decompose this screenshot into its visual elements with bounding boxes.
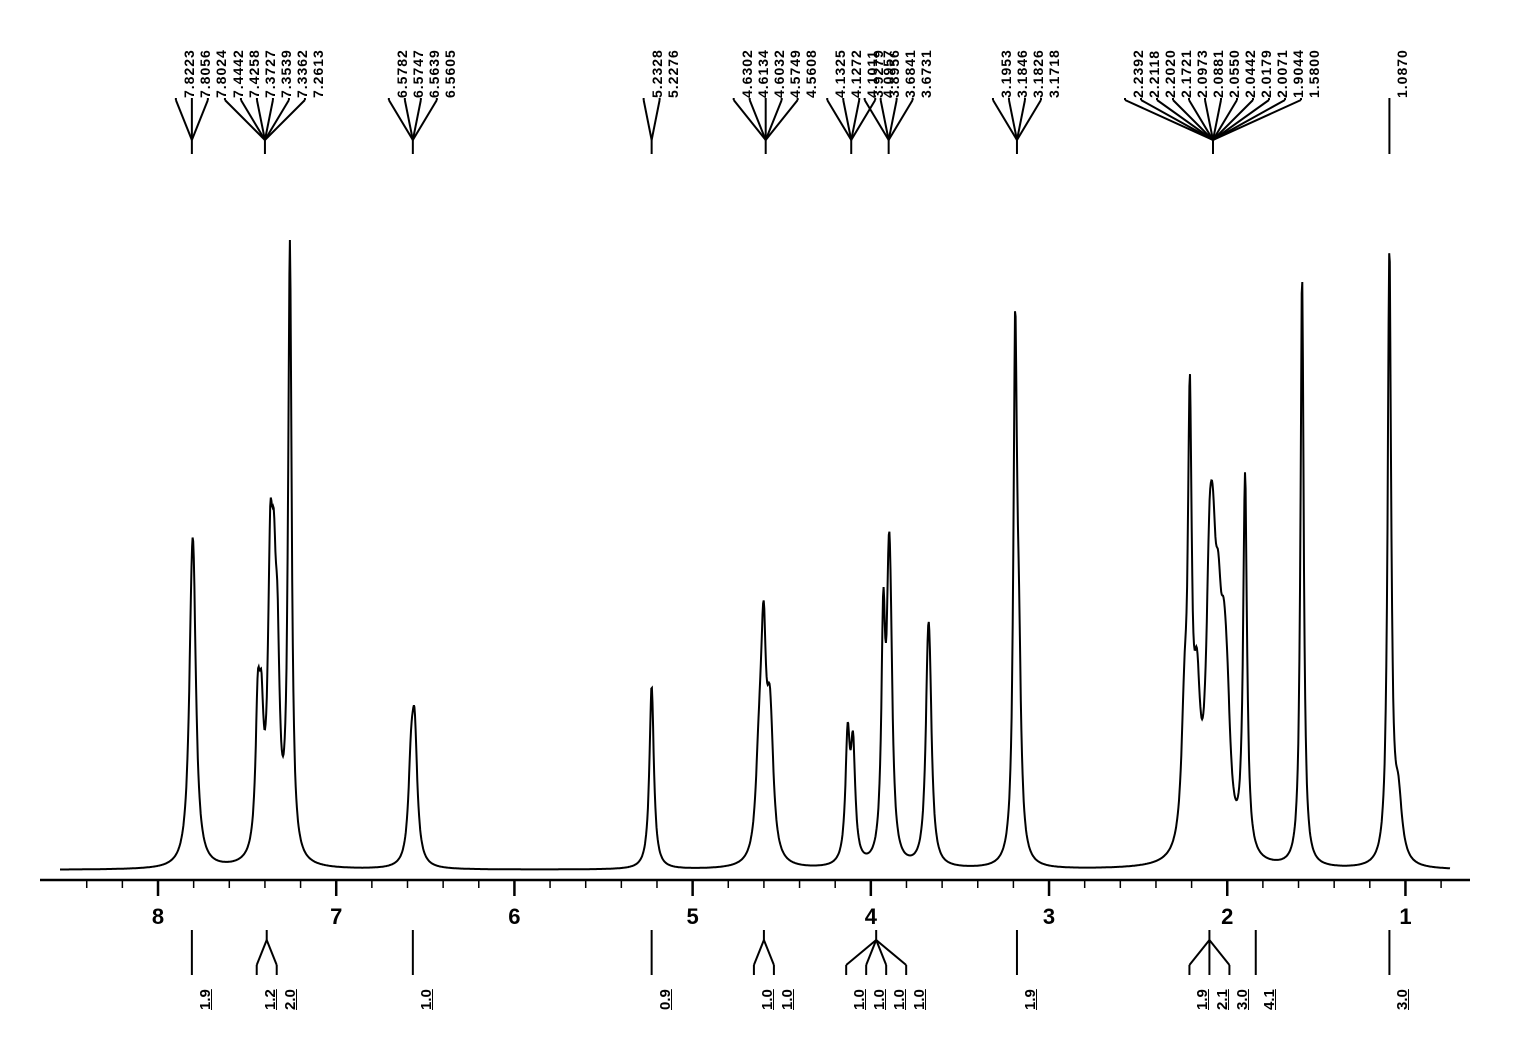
integration-value: 3.0 bbox=[1234, 989, 1251, 1010]
peak-ppm-label: 2.0550 bbox=[1226, 49, 1242, 98]
x-axis-tick-label: 7 bbox=[330, 904, 342, 930]
nmr-spectrum-figure: 7.82237.80567.80247.44427.42587.37277.35… bbox=[0, 0, 1514, 1062]
peak-ppm-label: 2.2118 bbox=[1146, 50, 1162, 98]
integration-value: 1.0 bbox=[911, 989, 928, 1010]
peak-ppm-label: 4.5749 bbox=[787, 49, 803, 98]
x-axis-tick-label: 8 bbox=[152, 904, 164, 930]
peak-ppm-label: 7.8024 bbox=[213, 49, 229, 98]
peak-ppm-label: 2.2392 bbox=[1130, 49, 1146, 98]
peak-ppm-label: 3.9279 bbox=[870, 49, 886, 98]
integration-value: 2.0 bbox=[282, 989, 299, 1010]
integration-value: 1.0 bbox=[891, 989, 908, 1010]
peak-ppm-label: 3.6731 bbox=[918, 49, 934, 98]
integration-value: 1.9 bbox=[1022, 989, 1039, 1010]
integration-value: 0.9 bbox=[657, 989, 674, 1010]
peak-ppm-label: 2.2020 bbox=[1162, 49, 1178, 98]
integration-value: 1.0 bbox=[418, 989, 435, 1010]
peak-ppm-label: 4.6134 bbox=[755, 49, 771, 98]
peak-ppm-label: 4.1272 bbox=[848, 49, 864, 98]
peak-ppm-label: 7.4258 bbox=[246, 49, 262, 98]
x-axis-tick-label: 4 bbox=[865, 904, 877, 930]
peak-ppm-label: 1.9044 bbox=[1290, 49, 1306, 98]
peak-ppm-label: 7.3362 bbox=[294, 49, 310, 98]
integration-value: 1.9 bbox=[1194, 989, 1211, 1010]
integration-value: 1.0 bbox=[871, 989, 888, 1010]
peak-ppm-label: 3.1826 bbox=[1030, 49, 1046, 98]
x-axis-tick-label: 1 bbox=[1399, 904, 1411, 930]
spectrum-svg bbox=[0, 0, 1514, 1062]
peak-ppm-label: 7.8056 bbox=[197, 49, 213, 98]
x-axis-tick-label: 2 bbox=[1221, 904, 1233, 930]
peak-ppm-label: 6.5747 bbox=[410, 49, 426, 98]
peak-ppm-label: 7.3727 bbox=[262, 49, 278, 98]
peak-ppm-label: 2.0881 bbox=[1210, 49, 1226, 98]
peak-ppm-label: 6.5605 bbox=[442, 49, 458, 98]
peak-ppm-label: 1.0870 bbox=[1394, 49, 1410, 98]
integration-value: 1.0 bbox=[851, 989, 868, 1010]
x-axis-tick-label: 3 bbox=[1043, 904, 1055, 930]
peak-ppm-label: 4.6302 bbox=[739, 49, 755, 98]
peak-ppm-label: 3.1846 bbox=[1014, 49, 1030, 98]
peak-ppm-label: 7.3539 bbox=[278, 49, 294, 98]
integration-value: 2.1 bbox=[1214, 989, 1231, 1010]
peak-ppm-label: 2.0442 bbox=[1242, 49, 1258, 98]
x-axis-tick-label: 5 bbox=[687, 904, 699, 930]
peak-ppm-label: 2.0973 bbox=[1194, 49, 1210, 98]
peak-ppm-label: 4.6032 bbox=[771, 49, 787, 98]
integration-value: 1.0 bbox=[759, 989, 776, 1010]
peak-ppm-label: 2.0179 bbox=[1258, 49, 1274, 98]
integration-value: 3.0 bbox=[1394, 989, 1411, 1010]
peak-ppm-label: 7.4442 bbox=[230, 49, 246, 98]
peak-ppm-label: 5.2328 bbox=[649, 49, 665, 98]
integration-value: 1.2 bbox=[262, 989, 279, 1010]
peak-ppm-label: 6.5782 bbox=[394, 49, 410, 98]
peak-ppm-label: 3.1718 bbox=[1046, 49, 1062, 98]
peak-ppm-label: 5.2276 bbox=[665, 49, 681, 98]
peak-ppm-label: 3.1953 bbox=[998, 49, 1014, 98]
integration-value: 4.1 bbox=[1261, 989, 1278, 1010]
x-axis-tick-label: 6 bbox=[508, 904, 520, 930]
peak-ppm-label: 2.1721 bbox=[1178, 49, 1194, 98]
peak-ppm-label: 2.0071 bbox=[1274, 49, 1290, 98]
peak-ppm-label: 1.5800 bbox=[1306, 49, 1322, 98]
peak-ppm-label: 4.5608 bbox=[803, 49, 819, 98]
integration-value: 1.9 bbox=[197, 989, 214, 1010]
peak-ppm-label: 7.2613 bbox=[310, 49, 326, 98]
integration-value: 1.0 bbox=[779, 989, 796, 1010]
peak-ppm-label: 3.6841 bbox=[902, 49, 918, 98]
peak-ppm-label: 6.5639 bbox=[426, 49, 442, 98]
peak-ppm-label: 3.8956 bbox=[886, 49, 902, 98]
peak-ppm-label: 7.8223 bbox=[181, 49, 197, 98]
peak-ppm-label: 4.1325 bbox=[832, 49, 848, 98]
